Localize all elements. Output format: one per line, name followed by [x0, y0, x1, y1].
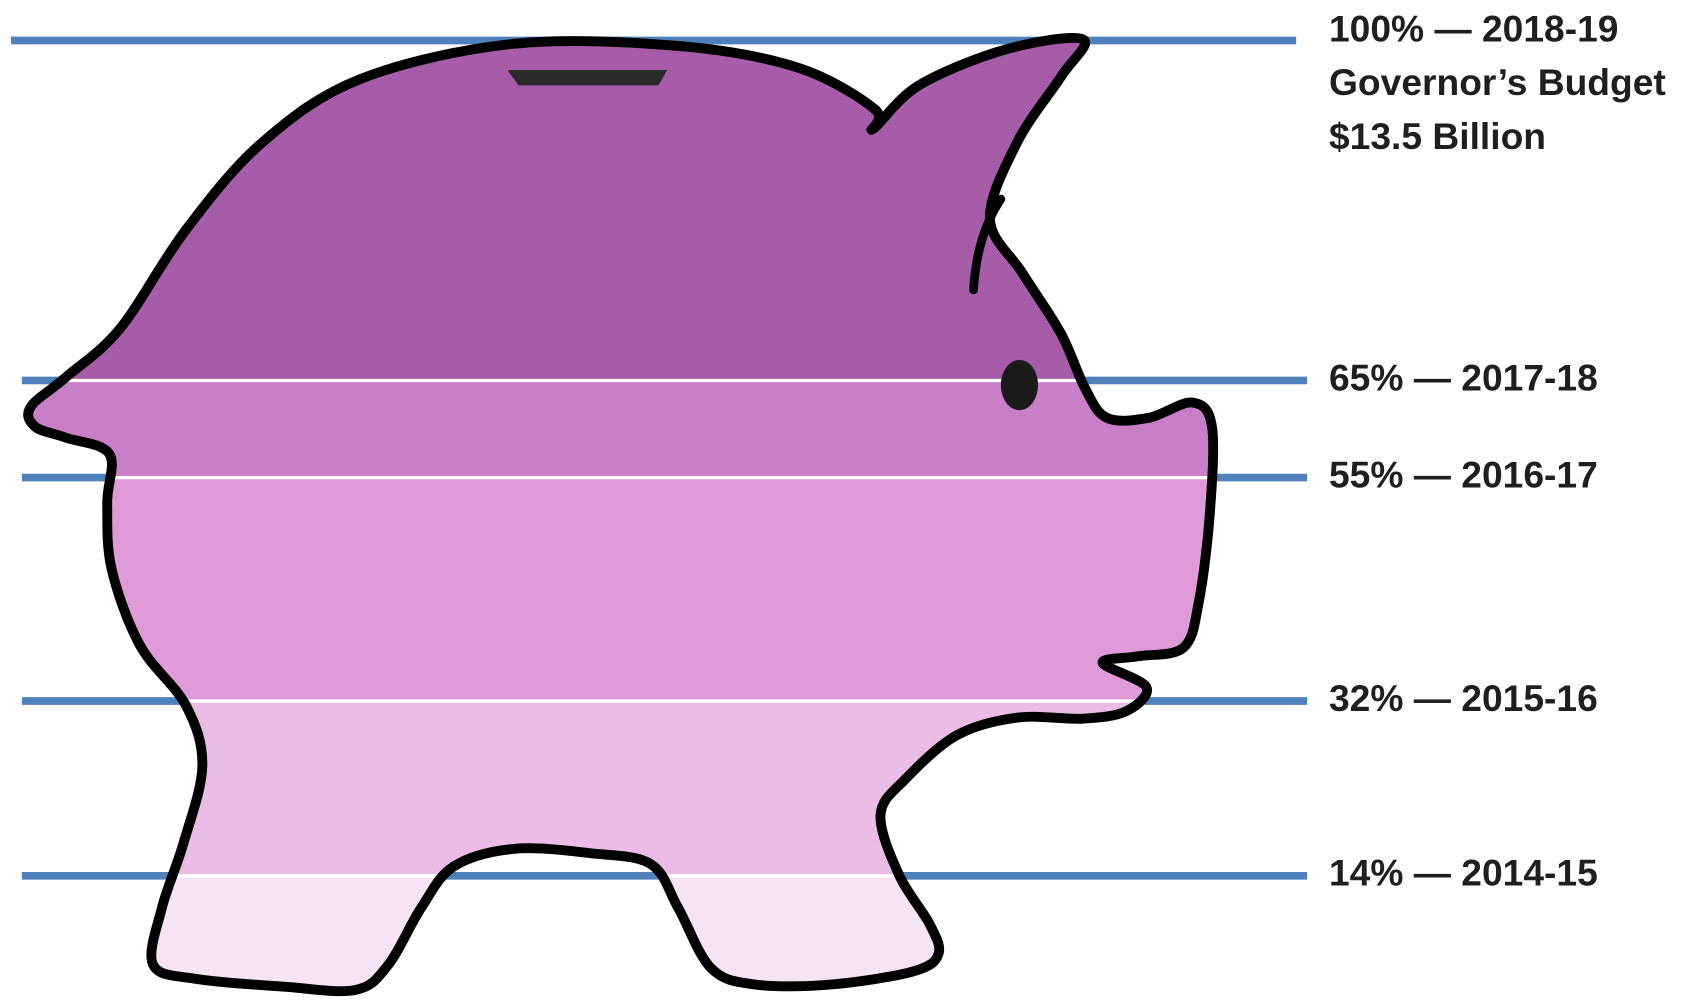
level-label: 100% — 2018-19 [1329, 8, 1618, 50]
level-band [28, 380, 1214, 479]
level-label: 55% — 2016-17 [1329, 453, 1598, 495]
pig-eye [1000, 359, 1039, 411]
level-label: 14% — 2014-15 [1329, 852, 1598, 894]
annotation: Governor’s Budget [1329, 61, 1666, 103]
annotation: $13.5 Billion [1329, 115, 1546, 157]
ear-line [969, 194, 1006, 295]
level-label: 32% — 2015-16 [1329, 677, 1598, 719]
coin-slot [507, 70, 668, 86]
level-band [28, 477, 1214, 703]
pig-fill [28, 40, 1214, 992]
pig-outline [23, 33, 1219, 997]
level-label: 65% — 2017-18 [1329, 356, 1598, 398]
labels: 100% — 2018-19 65% — 2017-18 55% — 2016-17… [1329, 8, 1666, 894]
